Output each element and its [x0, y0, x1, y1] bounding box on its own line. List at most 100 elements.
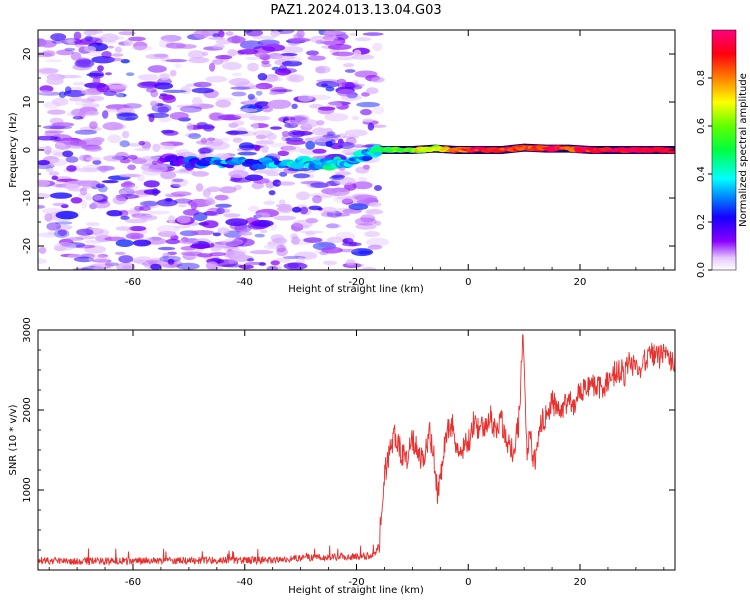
spectrogram-cell — [344, 129, 368, 137]
spectrogram-cell — [368, 201, 382, 208]
spectrogram-cell — [291, 236, 300, 245]
spectrogram-cell — [165, 59, 188, 63]
spectrogram-cell — [76, 228, 94, 236]
spectrogram-cell — [86, 157, 102, 161]
spectrogram-cell — [173, 198, 193, 204]
spectrogram-cell — [345, 137, 357, 145]
spectrogram-cell — [329, 175, 345, 181]
spectrogram-cell — [289, 121, 299, 126]
spectrogram-cell — [338, 141, 355, 149]
spectrogram-cell — [296, 30, 305, 39]
spectrogram-cell — [122, 265, 132, 269]
spectrogram-cell — [231, 91, 247, 97]
spectrogram-cell — [323, 30, 347, 36]
spectrogram-cell — [355, 166, 370, 174]
spectrogram-cell — [191, 171, 210, 177]
spectrogram-cell — [371, 76, 385, 83]
spectrogram-cell — [160, 34, 182, 42]
spectrogram-cell — [202, 188, 211, 198]
spectrogram-cell — [152, 188, 159, 197]
spectrogram-cell — [84, 240, 103, 244]
y-tick-label: 0 — [22, 147, 33, 153]
spectrogram-cell — [95, 183, 106, 189]
spectrogram-cell — [133, 41, 148, 51]
spectrogram-cell — [279, 171, 288, 177]
spectrogram-cell — [197, 147, 212, 154]
x-tick-label: -20 — [348, 577, 364, 588]
spectrogram-cell — [270, 260, 280, 266]
spectrogram-cell — [86, 72, 104, 77]
spectrogram-cell — [280, 145, 296, 151]
spectrogram-cell — [72, 115, 84, 120]
spectrogram-cell — [165, 42, 186, 49]
spectrogram-cell — [315, 39, 324, 45]
snr-frame — [37, 329, 676, 571]
spectrogram-cell — [88, 51, 104, 57]
spectrogram-cell — [351, 54, 375, 60]
spectrogram-cell — [200, 137, 208, 144]
spectrogram-cell — [361, 92, 370, 97]
spectrogram-cell — [321, 246, 343, 254]
spectrogram-cell — [60, 204, 69, 209]
spectrogram-cell — [51, 181, 69, 189]
spectrogram-cell — [267, 100, 291, 109]
spectrogram-cell — [54, 229, 70, 239]
spectrogram-cell — [58, 74, 82, 79]
spectrogram-cell — [64, 39, 73, 43]
spectrogram-cell — [255, 134, 267, 140]
spectrogram-cell — [338, 167, 346, 171]
spectrogram-cell — [82, 183, 92, 189]
spectrogram-signal-ridge — [156, 143, 675, 171]
spectrogram-cell — [271, 66, 281, 71]
spectrogram-cell — [336, 78, 347, 85]
spectrogram-cell — [280, 53, 298, 57]
spectrogram-cell — [323, 40, 336, 46]
spectrogram-cell — [354, 194, 378, 201]
spectrogram-cell — [45, 165, 54, 173]
spectrogram-cell — [93, 265, 105, 270]
spectrogram-cell — [243, 85, 267, 90]
spectrogram-cell — [114, 94, 124, 98]
spectrogram-cell — [352, 181, 373, 190]
spectrogram-cell — [54, 221, 73, 225]
spectrogram-cell — [223, 250, 246, 259]
spectrogram-cell — [116, 112, 139, 121]
spectrogram-cell — [126, 72, 135, 76]
spectrogram-cell — [159, 73, 171, 81]
spectrogram-cell — [143, 180, 160, 188]
spectrogram-cell — [152, 143, 161, 153]
spectrogram-cell — [114, 251, 126, 255]
spectrogram-cell — [209, 112, 226, 121]
snr-x-label: Height of straight line (km) — [288, 585, 424, 596]
spectrogram-cell — [228, 122, 239, 128]
spectrogram-cell — [270, 30, 281, 37]
spectrogram-cell — [245, 217, 260, 225]
spectrogram-cell — [233, 184, 242, 191]
figure-title: PAZ1.2024.013.13.04.G03 — [270, 3, 441, 18]
spectrogram-cell — [140, 200, 158, 207]
spectrogram-cell — [101, 51, 112, 59]
spectrogram-cell — [235, 81, 256, 91]
y-tick-label: -20 — [22, 238, 33, 254]
spectrogram-cell — [46, 77, 64, 85]
spectrogram-cell — [356, 101, 380, 108]
spectrogram-cell — [131, 259, 147, 264]
spectrogram-cell — [251, 35, 276, 40]
spectrogram-cell — [216, 207, 225, 215]
spectrogram-cell — [291, 103, 298, 110]
spectrogram-cell — [317, 106, 335, 115]
spectrogram-cell — [67, 38, 76, 46]
colorbar-tick-label: 0.8 — [696, 70, 707, 86]
spectrogram-cell — [225, 241, 244, 247]
spectrogram-cell — [176, 262, 200, 270]
spectrogram-cell — [334, 177, 357, 185]
spectrogram-cell — [273, 215, 297, 221]
spectrogram-cell — [288, 37, 311, 43]
spectrogram-cell — [274, 68, 292, 76]
spectrogram-cell — [351, 115, 360, 121]
spectrogram-cell — [140, 81, 163, 87]
spectrogram-cell — [86, 110, 99, 116]
spectrogram-cell — [105, 72, 112, 76]
spectrogram-cell — [342, 237, 354, 244]
spectrogram-cell — [96, 257, 108, 262]
